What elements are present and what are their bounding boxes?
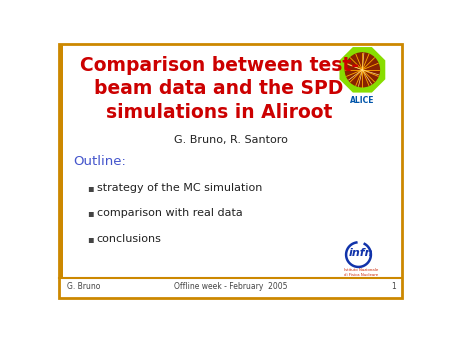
Text: Istituto Nazionale
di Fisica Nucleare: Istituto Nazionale di Fisica Nucleare — [344, 268, 378, 277]
Text: conclusions: conclusions — [97, 234, 162, 244]
Text: 1: 1 — [391, 283, 396, 291]
Text: infn: infn — [349, 248, 373, 258]
Text: ▪: ▪ — [87, 209, 94, 218]
Text: ▪: ▪ — [87, 234, 94, 244]
Polygon shape — [339, 47, 385, 93]
Text: strategy of the MC simulation: strategy of the MC simulation — [97, 183, 262, 193]
Text: Offline week - February  2005: Offline week - February 2005 — [174, 283, 288, 291]
Text: ▪: ▪ — [87, 183, 94, 193]
Text: ALICE: ALICE — [350, 96, 374, 105]
Text: comparison with real data: comparison with real data — [97, 209, 242, 218]
Circle shape — [345, 53, 379, 87]
Text: G. Bruno: G. Bruno — [67, 283, 100, 291]
Bar — [59, 44, 63, 279]
Text: G. Bruno, R. Santoro: G. Bruno, R. Santoro — [174, 135, 288, 145]
Text: Comparison between test-
beam data and the SPD
simulations in Aliroot: Comparison between test- beam data and t… — [80, 56, 359, 122]
Text: Outline:: Outline: — [73, 154, 126, 168]
